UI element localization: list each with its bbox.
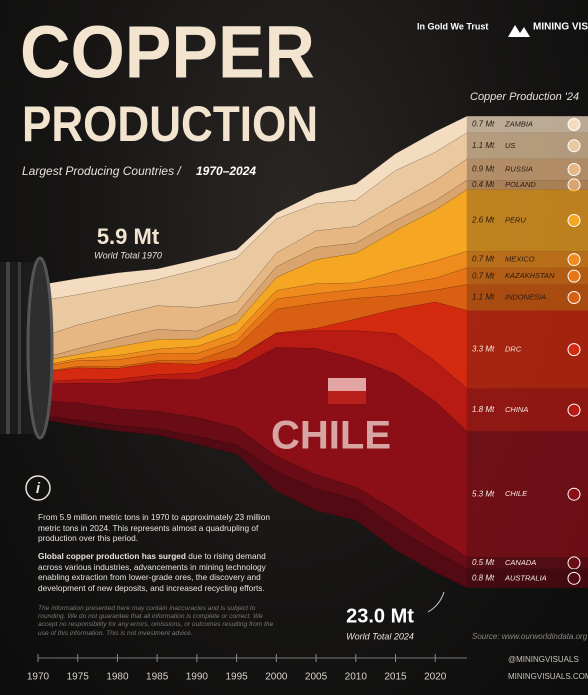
disclaimer: The information presented here may conta… xyxy=(38,605,274,637)
legend-value: 1.1 Mt xyxy=(472,141,495,150)
x-tick-label: 1990 xyxy=(186,672,209,683)
legend-band xyxy=(467,267,588,285)
legend-flag xyxy=(567,403,581,417)
legend-flag xyxy=(567,163,581,177)
title: COPPER xyxy=(20,11,315,94)
x-tick-label: 2020 xyxy=(424,672,447,683)
x-tick-label: 1995 xyxy=(225,672,248,683)
info-text: due to rising demand across various indu… xyxy=(38,551,266,593)
info-icon xyxy=(25,475,51,501)
brand: In Gold We Trust xyxy=(417,21,488,31)
legend-name: US xyxy=(505,141,515,150)
legend-name: RUSSIA xyxy=(505,164,533,173)
legend-value: 1.8 Mt xyxy=(472,405,495,414)
handle: @MININGVISUALS xyxy=(508,655,579,664)
legend-band xyxy=(467,116,588,133)
start-label: World Total 1970 xyxy=(94,250,162,260)
legend-name: INDONESIA xyxy=(505,292,546,301)
legend-name: DRC xyxy=(505,345,522,354)
info-paragraph: Global copper production has surged due … xyxy=(38,551,288,593)
highlight-label: CHILE xyxy=(271,414,391,458)
legend-band xyxy=(467,568,588,588)
legend-title: Copper Production '24 xyxy=(470,91,579,103)
website: MININGVISUALS.COM xyxy=(508,672,588,681)
legend-value: 0.7 Mt xyxy=(472,255,495,264)
legend-flag xyxy=(567,571,581,585)
arrow xyxy=(427,591,445,613)
legend-value: 0.7 Mt xyxy=(472,120,495,129)
info-bold: Global copper production has surged xyxy=(38,551,186,561)
legend-flag xyxy=(567,487,581,501)
subtitle: Largest Producing Countries / xyxy=(22,164,182,178)
info-paragraph: From 5.9 million metric tons in 1970 to … xyxy=(38,512,270,543)
x-tick-label: 1985 xyxy=(146,672,169,683)
legend-flag xyxy=(567,343,581,357)
brand: MINING VISUALS xyxy=(533,22,588,33)
legend-value: 5.3 Mt xyxy=(472,489,495,498)
legend-value: 0.8 Mt xyxy=(472,573,495,582)
legend-band xyxy=(467,180,588,190)
subtitle-years: 1970–2024 xyxy=(196,164,256,178)
legend-value: 0.5 Mt xyxy=(472,558,495,567)
legend-name: PERU xyxy=(505,215,526,224)
legend-flag xyxy=(567,269,581,283)
end-value: 23.0 Mt xyxy=(346,605,414,627)
x-tick-label: 1970 xyxy=(27,672,50,683)
legend-value: 0.4 Mt xyxy=(472,180,495,189)
legend-flag xyxy=(567,139,581,153)
legend-name: KAZAKHSTAN xyxy=(505,271,555,280)
legend-value: 0.7 Mt xyxy=(472,271,495,280)
legend-name: ZAMBIA xyxy=(504,119,533,128)
legend-flag xyxy=(567,253,581,267)
legend-value: 2.6 Mt xyxy=(471,216,495,225)
x-tick-label: 2000 xyxy=(265,672,288,683)
brand-logo xyxy=(508,25,530,37)
legend-name: CHILE xyxy=(505,489,528,498)
x-tick-label: 2015 xyxy=(384,672,407,683)
legend-band xyxy=(467,557,588,569)
legend-value: 3.3 Mt xyxy=(472,345,495,354)
start-value: 5.9 Mt xyxy=(97,224,160,249)
legend-flag xyxy=(567,556,581,570)
legend-name: CANADA xyxy=(505,558,536,567)
legend-name: AUSTRALIA xyxy=(504,573,547,582)
source: Source: www.ourworldindata.org xyxy=(472,632,588,641)
title: PRODUCTION xyxy=(22,96,318,152)
x-tick-label: 1980 xyxy=(106,672,129,683)
legend-value: 0.9 Mt xyxy=(472,165,495,174)
legend-band xyxy=(467,251,588,268)
legend-flag xyxy=(567,178,581,192)
flag xyxy=(328,378,366,391)
legend-flag xyxy=(567,117,581,131)
legend-value: 1.1 Mt xyxy=(472,293,495,302)
legend-flag xyxy=(567,290,581,304)
end-label: World Total 2024 xyxy=(346,631,414,641)
x-tick-label: 2010 xyxy=(345,672,368,683)
pipe xyxy=(0,256,54,440)
legend-band xyxy=(467,158,588,181)
info-icon: i xyxy=(36,480,41,497)
legend-name: MEXICO xyxy=(505,255,535,264)
legend-flag xyxy=(567,213,581,227)
x-tick-label: 1975 xyxy=(67,672,90,683)
x-tick-label: 2005 xyxy=(305,672,328,683)
legend-name: POLAND xyxy=(505,180,536,189)
legend-name: CHINA xyxy=(505,405,528,414)
